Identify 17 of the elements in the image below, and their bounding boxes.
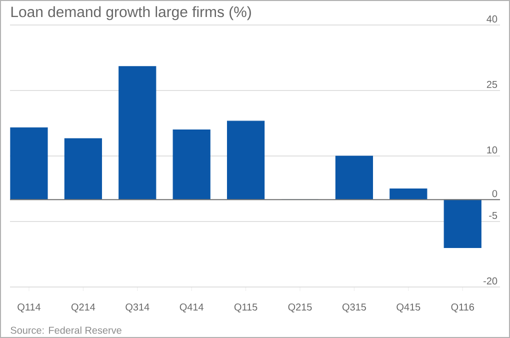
x-tick-label: Q314 [126, 304, 150, 312]
chart-title: Loan demand growth large firms (%) [11, 6, 251, 20]
y-tick-label: 0 [492, 190, 498, 198]
x-tick-label: Q315 [342, 304, 366, 312]
x-tick-label: Q116 [451, 304, 474, 312]
y-tick-label: 10 [487, 146, 498, 154]
x-tick-label: Q214 [71, 304, 96, 312]
source-note: Source: Federal Reserve [10, 326, 122, 334]
x-tick-label: Q215 [288, 304, 312, 312]
y-tick-label: -5 [489, 212, 498, 219]
y-tick-label: 40 [486, 15, 498, 22]
x-tick-label: Q415 [396, 304, 420, 312]
x-tick-label: Q114 [18, 304, 40, 312]
x-tick-label: Q414 [180, 304, 204, 312]
y-tick-label: 25 [486, 80, 498, 88]
y-tick-label: -20 [484, 277, 498, 284]
x-tick-label: Q115 [234, 304, 258, 312]
